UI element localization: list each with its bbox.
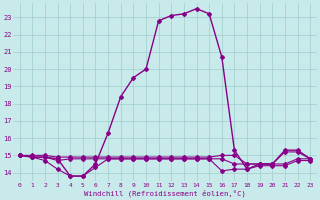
X-axis label: Windchill (Refroidissement éolien,°C): Windchill (Refroidissement éolien,°C): [84, 189, 246, 197]
